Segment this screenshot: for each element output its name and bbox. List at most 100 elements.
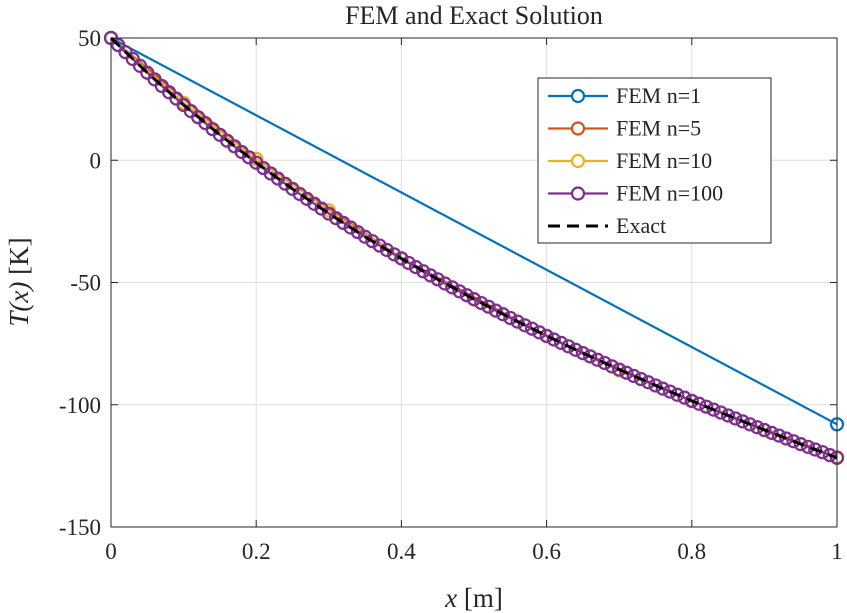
legend-label: FEM n=100 xyxy=(616,181,723,206)
series-line xyxy=(109,36,838,460)
data-point xyxy=(503,310,518,326)
y-tick-label: -50 xyxy=(70,271,101,296)
data-point xyxy=(350,225,365,240)
data-point xyxy=(372,238,387,253)
x-axis-label-variable: x xyxy=(444,583,457,613)
data-point xyxy=(648,378,663,393)
data-point xyxy=(416,264,431,279)
data-point xyxy=(423,268,438,283)
data-point xyxy=(619,365,634,380)
x-axis-label-unit: [m] xyxy=(457,583,503,613)
data-point xyxy=(793,437,808,452)
data-point xyxy=(786,434,801,449)
data-point xyxy=(735,414,750,429)
data-point xyxy=(430,272,445,287)
data-point xyxy=(612,362,627,377)
data-point xyxy=(111,37,126,53)
data-point xyxy=(343,220,358,235)
data-point xyxy=(532,325,547,340)
data-point xyxy=(699,399,714,414)
data-point xyxy=(358,229,373,244)
y-tick-label: -100 xyxy=(59,393,101,418)
data-point xyxy=(583,349,598,364)
data-point xyxy=(328,211,344,226)
data-point xyxy=(757,422,772,438)
series-exact xyxy=(109,36,838,460)
data-point xyxy=(597,355,612,371)
y-tick-label: -150 xyxy=(59,515,101,540)
data-point xyxy=(720,408,736,423)
data-point xyxy=(379,242,394,258)
y-tick-label: 0 xyxy=(90,148,102,173)
y-axis-label: T(x) [K] xyxy=(4,237,34,326)
legend-label: FEM n=1 xyxy=(616,83,701,108)
x-tick-label: 0.4 xyxy=(387,539,416,564)
data-point xyxy=(800,439,816,454)
x-tick-label: 0.2 xyxy=(242,539,271,564)
data-point xyxy=(750,420,765,435)
data-point xyxy=(481,299,496,314)
chart-title: FEM and Exact Solution xyxy=(345,1,603,30)
data-point xyxy=(524,321,540,336)
data-point xyxy=(445,280,460,295)
data-point xyxy=(510,314,525,329)
y-tick-label: 50 xyxy=(78,26,101,51)
legend-label: Exact xyxy=(616,213,666,238)
data-point xyxy=(452,284,467,299)
legend-marker xyxy=(570,186,586,201)
data-point xyxy=(779,431,794,446)
data-point xyxy=(488,303,503,318)
legend-label: FEM n=5 xyxy=(616,116,701,141)
data-point xyxy=(771,428,787,443)
data-point xyxy=(459,288,474,303)
data-point xyxy=(677,390,692,405)
y-axis-label-unit: [K] xyxy=(4,237,34,281)
legend-marker xyxy=(570,121,586,136)
tick-group: 0 0.2 0.4 0.6 0.8 1 -150 -100 -50 0 50 xyxy=(59,26,843,564)
legend-item: FEM n=10 xyxy=(548,148,712,173)
data-point xyxy=(742,417,757,432)
data-point xyxy=(546,332,561,347)
data-point xyxy=(604,359,620,374)
data-point xyxy=(336,215,351,230)
x-axis-label: x [m] xyxy=(444,583,503,613)
data-point xyxy=(495,307,511,322)
x-tick-label: 0.6 xyxy=(532,539,561,564)
data-point xyxy=(394,251,409,266)
data-point xyxy=(466,292,482,307)
legend-label: FEM n=10 xyxy=(616,148,712,173)
data-point xyxy=(539,328,554,343)
data-point xyxy=(641,375,656,390)
data-point xyxy=(670,387,685,402)
data-point xyxy=(633,371,649,387)
data-point xyxy=(365,234,380,249)
legend-marker xyxy=(570,153,586,169)
data-point xyxy=(517,318,532,333)
data-point xyxy=(437,276,453,291)
data-point xyxy=(401,255,416,271)
data-point xyxy=(662,384,678,399)
x-tick-label: 1 xyxy=(831,539,843,564)
data-point xyxy=(815,445,830,460)
legend-item: Exact xyxy=(548,213,666,238)
data-point xyxy=(568,342,583,357)
data-point xyxy=(655,381,670,396)
data-point xyxy=(554,335,569,350)
data-point xyxy=(408,259,424,275)
data-point xyxy=(561,339,576,354)
legend-marker xyxy=(570,88,586,104)
data-point xyxy=(626,368,641,383)
data-point xyxy=(575,346,591,361)
legend: FEM n=1 FEM n=5 FEM n=10 FEM n=100 Exact xyxy=(537,77,772,244)
x-tick-label: 0 xyxy=(105,539,117,564)
data-point xyxy=(684,393,699,408)
y-axis-label-variable: T(x) xyxy=(4,282,34,327)
legend-item: FEM n=1 xyxy=(548,83,701,108)
data-point xyxy=(706,402,721,417)
data-point xyxy=(590,352,605,367)
data-point xyxy=(764,425,779,440)
data-point xyxy=(321,206,336,221)
x-tick-label: 0.8 xyxy=(677,539,706,564)
series-group xyxy=(103,30,845,465)
